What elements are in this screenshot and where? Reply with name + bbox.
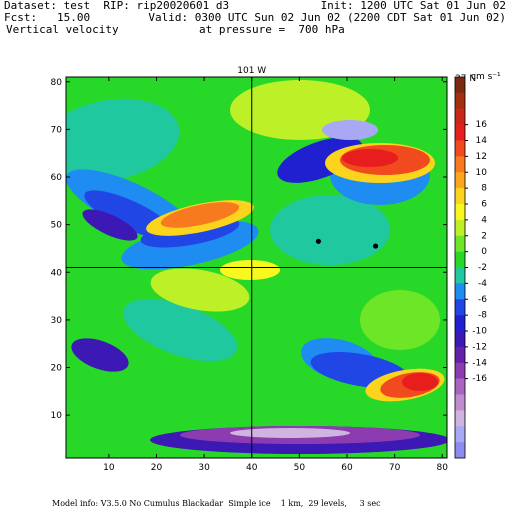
colorbar-swatch-17 bbox=[455, 346, 465, 364]
parallel-label: 37 N bbox=[455, 74, 476, 84]
y-tick-label-10: 10 bbox=[51, 411, 63, 421]
meridian-label: 101 W bbox=[237, 66, 266, 76]
colorbar-label-7: 2 bbox=[481, 231, 487, 241]
colorbar-label-10: -4 bbox=[478, 279, 487, 289]
colorbar-swatch-15 bbox=[455, 315, 465, 332]
field-contour-14 bbox=[82, 209, 138, 241]
colorbar-label-11: -6 bbox=[478, 295, 487, 305]
field-contour-4 bbox=[150, 268, 250, 312]
colorbar-swatch-21 bbox=[455, 410, 465, 427]
x-tick-label-70: 70 bbox=[389, 463, 401, 473]
colorbar-label-0: 16 bbox=[476, 120, 488, 130]
colorbar-swatch-16 bbox=[455, 331, 465, 348]
field-contour-20 bbox=[160, 202, 240, 228]
colorbar-swatch-3 bbox=[455, 124, 465, 141]
field-contour-23 bbox=[342, 149, 398, 167]
field-contour-2 bbox=[122, 298, 238, 362]
colorbar-swatch-12 bbox=[455, 267, 465, 284]
field-name-label: Vertical velocity bbox=[6, 23, 119, 36]
y-tick-label-80: 80 bbox=[51, 78, 63, 88]
x-tick-label-40: 40 bbox=[246, 463, 258, 473]
field-contour-5 bbox=[360, 290, 440, 350]
field-contour-27 bbox=[230, 428, 350, 438]
colorbar-swatch-6 bbox=[455, 172, 465, 189]
colorbar-swatch-19 bbox=[455, 378, 465, 395]
reference-lines bbox=[66, 77, 447, 458]
colorbar-swatch-20 bbox=[455, 394, 465, 411]
field-contour-0 bbox=[66, 98, 180, 182]
colorbar-label-3: 10 bbox=[476, 168, 488, 178]
colorbar-label-2: 12 bbox=[476, 152, 487, 162]
colorbar-label-12: -8 bbox=[478, 311, 487, 321]
colorbar-swatch-10 bbox=[455, 235, 465, 252]
model-info-label: Model info: V3.5.0 No Cumulus Blackadar … bbox=[52, 499, 381, 508]
y-tick-label-60: 60 bbox=[51, 173, 63, 183]
colorbar-swatch-8 bbox=[455, 204, 465, 221]
x-tick-label-20: 20 bbox=[151, 463, 163, 473]
colorbar-swatch-18 bbox=[455, 362, 465, 379]
colorbar-swatch-1 bbox=[455, 92, 465, 110]
field-contour-28 bbox=[322, 120, 378, 140]
colorbar-label-8: 0 bbox=[481, 247, 487, 257]
y-tick-label-30: 30 bbox=[51, 316, 63, 326]
forecast-hour-label: Fcst: 15.00 bbox=[4, 11, 91, 24]
colorbar-label-9: -2 bbox=[478, 263, 487, 273]
colorbar-label-4: 8 bbox=[481, 184, 487, 194]
valid-time-label: Valid: 0300 UTC Sun 02 Jun 02 (2200 CDT … bbox=[148, 11, 506, 24]
colorbar-label-5: 6 bbox=[481, 200, 487, 210]
colorbar-swatch-7 bbox=[455, 188, 465, 205]
colorbar-swatch-0 bbox=[455, 77, 465, 94]
plot-frame bbox=[65, 76, 448, 459]
pressure-level-label: at pressure = 700 hPa bbox=[199, 23, 345, 36]
dataset-label: Dataset: test RIP: rip20020601 d3 bbox=[4, 0, 230, 12]
y-tick-label-50: 50 bbox=[51, 221, 63, 231]
colorbar-swatch-14 bbox=[455, 299, 465, 316]
init-time-label: Init: 1200 UTC Sat 01 Jun 02 bbox=[320, 0, 506, 12]
colorbar-label-1: 14 bbox=[476, 136, 488, 146]
x-tick-label-10: 10 bbox=[103, 463, 115, 473]
field-contour-19 bbox=[220, 260, 280, 280]
x-tick-label-60: 60 bbox=[341, 463, 353, 473]
colorbar-swatch-4 bbox=[455, 140, 465, 157]
x-tick-label-50: 50 bbox=[294, 463, 306, 473]
field-contour-11 bbox=[277, 137, 363, 183]
colorbar-label-6: 4 bbox=[481, 215, 487, 225]
colorbar-swatch-11 bbox=[455, 251, 465, 268]
y-tick-label-40: 40 bbox=[51, 268, 63, 278]
marker-2 bbox=[372, 243, 379, 249]
colorbar: 16 14 12 10 8 6 4 2 0 -2 -4 -6 -8 -10 -12 -14 -16 bbox=[454, 76, 488, 459]
x-tick-label-80: 80 bbox=[437, 463, 449, 473]
x-tick-label-30: 30 bbox=[198, 463, 210, 473]
y-tick-label-70: 70 bbox=[51, 125, 63, 135]
field-contour-24 bbox=[402, 373, 438, 391]
axis-ticks: 10 20 30 40 50 60 70 80 10 20 30 40 50 60 70 80 bbox=[51, 77, 449, 473]
colorbar-units: cm s⁻¹ bbox=[471, 72, 501, 82]
colorbar-label-16: -16 bbox=[472, 374, 487, 384]
y-tick-label-20: 20 bbox=[51, 364, 63, 374]
marker-layer bbox=[315, 238, 379, 249]
marker-1 bbox=[315, 238, 322, 244]
colorbar-swatch-2 bbox=[455, 108, 465, 125]
colorbar-swatch-9 bbox=[455, 219, 465, 237]
colorbar-label-15: -14 bbox=[472, 358, 487, 368]
colorbar-swatch-23 bbox=[455, 442, 465, 459]
field-contour-15 bbox=[71, 338, 129, 372]
colorbar-swatch-5 bbox=[455, 156, 465, 173]
field-contour-1 bbox=[270, 195, 390, 265]
colorbar-label-13: -10 bbox=[472, 327, 487, 337]
colorbar-swatch-13 bbox=[455, 283, 465, 300]
colorbar-swatch-22 bbox=[455, 426, 465, 443]
colorbar-label-14: -12 bbox=[472, 342, 487, 352]
